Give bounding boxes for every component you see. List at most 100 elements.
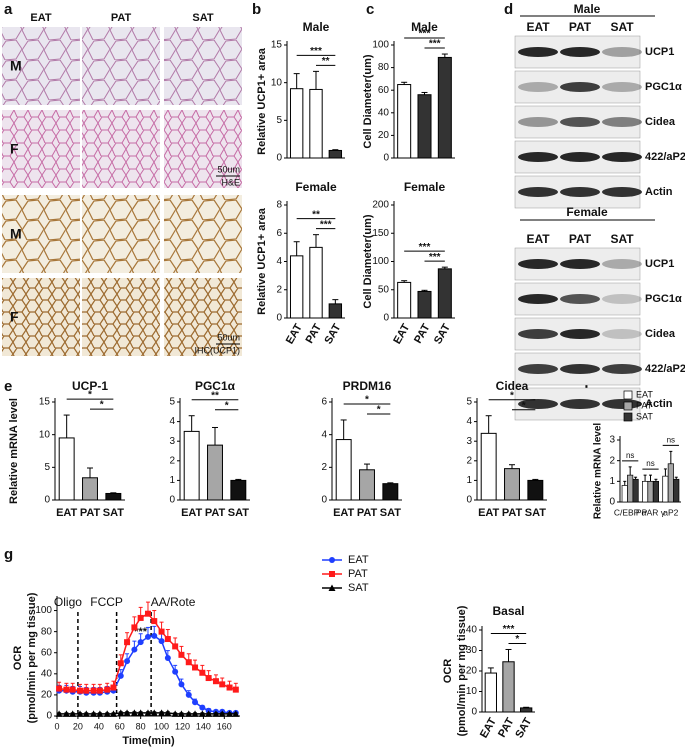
y-axis-label: OCR [12,646,24,671]
x-tick-label: PAT [496,716,517,740]
marker [130,709,138,716]
marker [76,710,84,717]
chart-title: Male [411,20,438,34]
bar [397,281,412,319]
marker [164,636,171,643]
y-tick-label: 1 [466,475,472,486]
significance-label: * [225,400,229,411]
x-tick-label: EAT [391,322,412,347]
x-tick-label: SAT [322,322,343,347]
marker [212,678,219,685]
bar [309,246,323,319]
bar [289,88,304,159]
significance-label: *** [310,46,322,57]
marker [150,709,158,716]
x-tick-label: SAT [432,322,453,347]
marker [192,664,199,671]
bar [647,480,654,503]
y-axis-label: Relative UCP1+ area [256,47,268,155]
lane-label: SAT [610,20,634,34]
legend-swatch [623,390,633,400]
y-tick-label: 0 [321,495,327,506]
band [560,329,600,339]
band [602,82,642,92]
band [560,364,600,374]
bar [502,661,515,713]
x-tick-label: EAT [284,322,305,347]
band [602,117,642,127]
significance-label: * [522,400,526,411]
injection-label: Oligo [54,595,82,609]
group-label: ns [646,459,654,468]
row-label: F [10,141,19,157]
y-axis-label: (pmol/min per mg tissue) [26,592,38,723]
row-label: M [10,226,22,242]
marker [55,710,63,717]
y-axis-label: Relative UCP1+ area [256,207,268,315]
y-tick-label: 2 [321,462,327,473]
y-tick-label: 100 [372,40,389,51]
y-tick-label: 5 [276,115,282,126]
panel-label: d [504,1,513,18]
marker [56,685,63,692]
x-tick-label: PAT [205,507,226,519]
y-tick-label: 5 [466,397,472,408]
y-tick-label: 2 [609,455,615,466]
bar [627,474,634,503]
marker [158,628,165,635]
y-tick-label: 0 [276,313,282,324]
band [602,294,642,304]
marker [205,675,212,682]
micrograph [2,278,80,356]
marker [199,669,206,676]
bar [673,478,680,503]
y-axis-label: Relative mRNA level [8,398,20,504]
marker [124,658,131,665]
marker [96,687,103,694]
marker [185,659,192,666]
y-tick-label: 1 [169,475,175,486]
significance-label: *** [503,624,515,635]
bar [632,478,639,503]
y-tick-label: 1 [609,476,615,487]
y-tick-label: 5 [169,397,175,408]
y-tick-label: 4 [169,416,175,427]
bar [520,707,533,713]
series-line [59,635,236,714]
band [560,82,600,92]
y-tick-label: 80 [378,62,390,73]
marker [177,710,185,717]
chart-title: Basal [492,604,524,618]
panel-label: c [366,1,374,18]
marker [123,709,131,716]
marker [96,710,104,717]
x-tick-label: 80 [136,721,146,731]
y-tick-label: 200 [372,200,389,211]
band-label: Actin [645,398,673,410]
y-tick-label: 3 [169,436,175,447]
band-label: 422/aP2 [645,363,685,375]
y-tick-label: 0 [44,495,50,506]
bar [183,430,200,501]
blot-title: Male [574,2,601,16]
legend-swatch [623,412,633,422]
panel-label: b [252,1,261,18]
x-tick-label: EAT [478,716,499,741]
marker [103,710,111,717]
marker [329,557,335,563]
significance-label: *** [134,626,148,638]
x-tick-label: EAT [181,507,202,519]
y-tick-label: 2 [276,284,282,295]
x-tick-label: 60 [115,721,125,731]
marker [232,710,240,717]
band [560,117,600,127]
y-axis-label: Cell Diameter(um) [362,214,374,308]
marker [137,614,144,621]
legend-label: SAT [636,411,653,421]
y-axis-label: OCR [442,659,454,684]
y-tick-label: 20 [41,690,53,701]
significance-label: ** [312,209,320,220]
band [602,47,642,57]
bar [437,268,452,319]
band-label: 422/aP2 [645,151,685,163]
